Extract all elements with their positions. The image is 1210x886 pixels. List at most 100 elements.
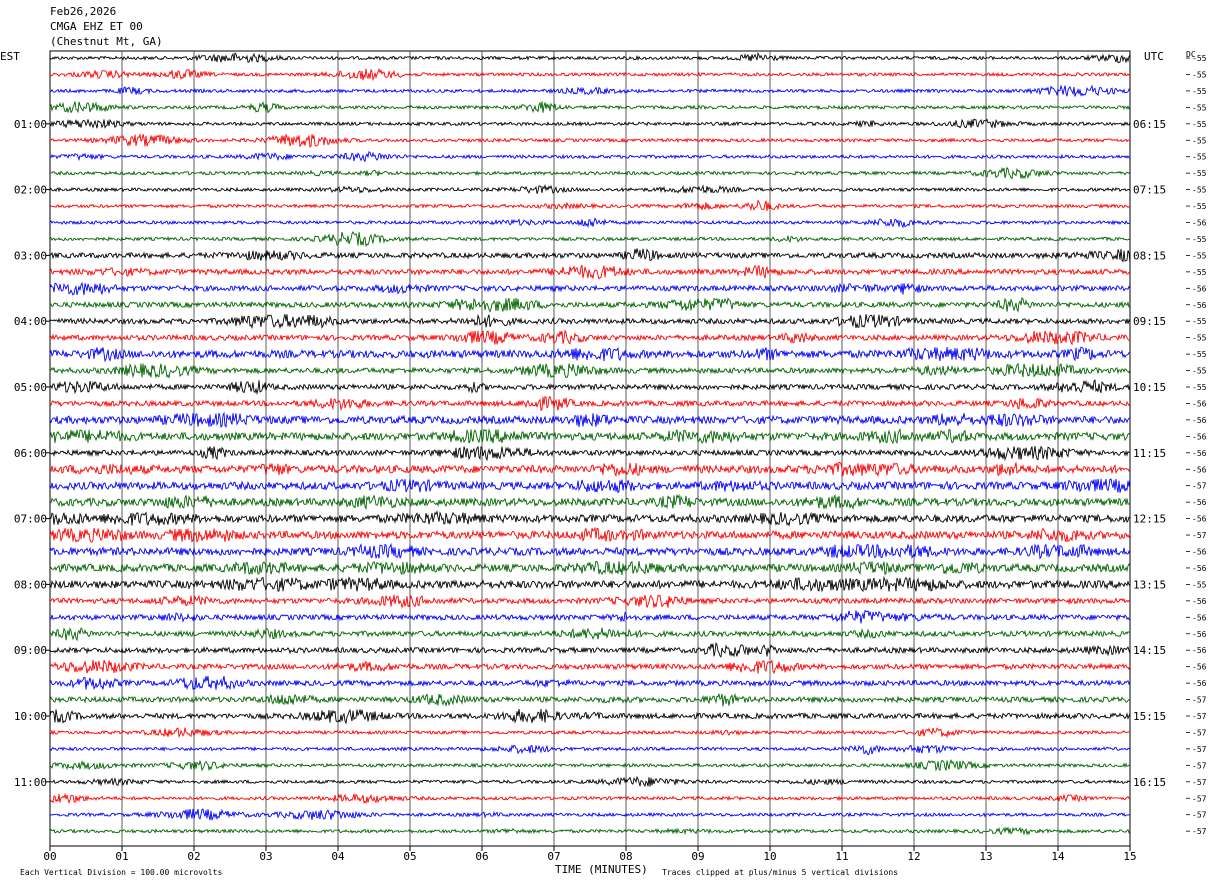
- seismic-trace: [49, 183, 1131, 194]
- est-hour-label: 06:00: [14, 447, 47, 460]
- seismic-trace: [49, 808, 1131, 821]
- x-tick-label: 05: [403, 850, 416, 863]
- dc-offset-label: -57: [1192, 696, 1207, 705]
- seismic-trace: [49, 264, 1131, 280]
- seismic-trace: [49, 51, 1131, 64]
- x-tick-label: 08: [619, 850, 632, 863]
- seismic-trace: [49, 101, 1131, 114]
- seismic-trace: [49, 132, 1131, 148]
- x-tick-label: 01: [115, 850, 128, 863]
- plot-frame: [49, 50, 1131, 847]
- seismic-trace: [49, 727, 1131, 739]
- est-label: EST: [0, 50, 20, 63]
- seismic-trace: [49, 313, 1131, 330]
- dc-offset-label: -56: [1192, 465, 1207, 474]
- utc-hour-label: 13:15: [1133, 578, 1166, 591]
- est-hour-label: 08:00: [14, 578, 47, 591]
- dc-offset-label: -57: [1192, 794, 1207, 803]
- location-label: (Chestnut Mt, GA): [50, 35, 163, 48]
- dc-offset-label: -57: [1192, 827, 1207, 836]
- x-tick-label: 14: [1051, 850, 1065, 863]
- seismic-trace: [49, 560, 1131, 576]
- dc-offset-label: -56: [1192, 646, 1207, 655]
- seismic-trace: [49, 826, 1131, 836]
- seismic-trace: [49, 510, 1131, 527]
- seismic-trace: [49, 217, 1131, 229]
- dc-offset-label: -56: [1192, 449, 1207, 458]
- dc-offset-label: -56: [1192, 679, 1207, 688]
- dc-offset-label: -57: [1192, 811, 1207, 820]
- seismic-trace: [49, 526, 1131, 544]
- seismic-trace: [49, 379, 1131, 396]
- dc-offset-label: -55: [1192, 251, 1207, 260]
- x-tick-label: 04: [331, 850, 345, 863]
- seismic-trace: [49, 478, 1131, 494]
- seismic-trace: [49, 575, 1131, 593]
- channel-label: CMGA EHZ ET 00: [50, 20, 143, 33]
- dc-offset-label: -57: [1192, 778, 1207, 787]
- seismic-trace: [49, 792, 1131, 804]
- est-hour-label: 10:00: [14, 710, 47, 723]
- dc-offset-label: -55: [1192, 334, 1207, 343]
- dc-offset-label: -56: [1192, 630, 1207, 639]
- seismic-trace: [49, 708, 1131, 725]
- utc-hour-label: 11:15: [1133, 447, 1166, 460]
- dc-offset-label: -55: [1192, 235, 1207, 244]
- seismic-trace: [49, 362, 1131, 379]
- seismic-trace: [49, 248, 1131, 263]
- clip-note: Traces clipped at plus/minus 5 vertical …: [662, 868, 899, 877]
- seismic-trace: [49, 395, 1131, 412]
- seismic-trace: [49, 759, 1131, 772]
- seismic-trace: [49, 199, 1131, 212]
- dc-offset-label: -57: [1192, 745, 1207, 754]
- dc-offset-label: -55: [1192, 367, 1207, 376]
- seismic-trace: [49, 445, 1131, 462]
- seismic-trace: [49, 231, 1131, 247]
- scale-note: Each Vertical Division = 100.00 microvol…: [20, 868, 223, 877]
- seismic-trace: [49, 118, 1131, 129]
- est-hour-label: 04:00: [14, 315, 47, 328]
- dc-offset-label: -56: [1192, 301, 1207, 310]
- seismic-trace: [49, 693, 1131, 707]
- seismic-trace: [49, 744, 1131, 756]
- dc-offset-label: -55: [1192, 70, 1207, 79]
- x-tick-label: 12: [907, 850, 920, 863]
- x-tick-label: 02: [187, 850, 200, 863]
- dc-offset-label: -56: [1192, 399, 1207, 408]
- dc-offset-label: -56: [1192, 416, 1207, 425]
- seismic-trace: [49, 346, 1131, 363]
- dc-offset-label: -57: [1192, 728, 1207, 737]
- seismic-trace: [49, 775, 1131, 787]
- seismic-trace: [49, 329, 1131, 346]
- utc-hour-label: 08:15: [1133, 249, 1166, 262]
- est-hour-label: 05:00: [14, 381, 47, 394]
- dc-offset-label: -55: [1192, 169, 1207, 178]
- x-tick-label: 03: [259, 850, 272, 863]
- utc-hour-label: 12:15: [1133, 513, 1166, 526]
- dc-offset-label: -56: [1192, 284, 1207, 293]
- seismic-trace: [49, 609, 1131, 624]
- est-hour-label: 11:00: [14, 776, 47, 789]
- x-tick-label: 00: [43, 850, 56, 863]
- dc-offset-label: -55: [1192, 103, 1207, 112]
- dc-offset-label: -57: [1192, 482, 1207, 491]
- date-label: Feb26,2026: [50, 5, 117, 18]
- seismic-trace: [49, 428, 1131, 445]
- seismic-trace: [49, 627, 1131, 642]
- seismic-trace: [49, 281, 1131, 296]
- seismic-trace: [49, 542, 1131, 560]
- x-tick-label: 07: [547, 850, 560, 863]
- dc-offset-label: -56: [1192, 597, 1207, 606]
- x-tick-label: 09: [691, 850, 704, 863]
- dc-offset-label: -57: [1192, 531, 1207, 540]
- x-axis-label: TIME (MINUTES): [555, 863, 648, 876]
- utc-hour-label: 09:15: [1133, 315, 1166, 328]
- dc-offset-label: -56: [1192, 548, 1207, 557]
- dc-offset-label: -55: [1192, 202, 1207, 211]
- x-tick-label: 11: [835, 850, 848, 863]
- x-tick-label: 15: [1123, 850, 1136, 863]
- seismic-trace: [49, 659, 1131, 674]
- dc-offset-label: -57: [1192, 761, 1207, 770]
- dc-offset-label: -56: [1192, 613, 1207, 622]
